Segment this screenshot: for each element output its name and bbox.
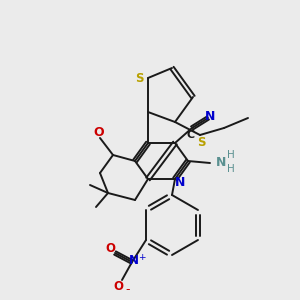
Text: +: + [138,254,146,262]
Text: O: O [105,242,115,256]
Text: O: O [94,127,104,140]
Text: S: S [197,136,205,149]
Text: N: N [129,254,139,268]
Text: S: S [135,73,143,85]
Text: O: O [113,280,123,292]
Text: H: H [227,150,235,160]
Text: -: - [126,284,130,296]
Text: N: N [175,176,185,188]
Text: N: N [216,155,226,169]
Text: C: C [187,130,195,140]
Text: H: H [227,164,235,174]
Text: N: N [205,110,215,124]
